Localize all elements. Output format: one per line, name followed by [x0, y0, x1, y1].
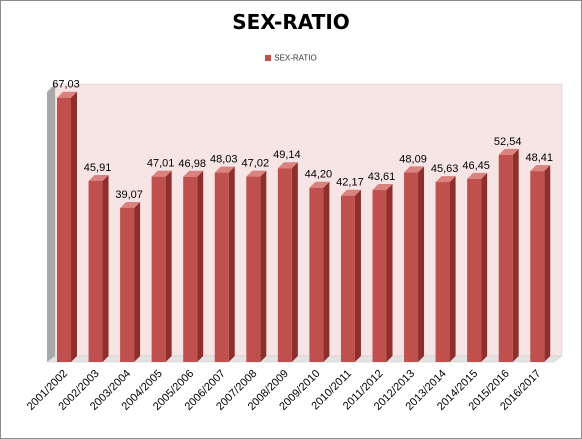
bar — [183, 176, 198, 362]
data-label: 45,91 — [84, 162, 112, 174]
legend: SEX-RATIO — [0, 53, 582, 62]
bar-side — [418, 166, 425, 362]
bar-top — [214, 166, 235, 173]
data-label: 52,54 — [494, 136, 522, 148]
bar-side — [291, 162, 298, 362]
bar-top — [530, 165, 551, 172]
data-label: 48,09 — [399, 153, 427, 165]
bar-top — [340, 189, 361, 196]
bar-top — [151, 170, 172, 177]
data-label: 48,03 — [210, 154, 238, 166]
bar — [467, 178, 482, 362]
bar — [277, 168, 292, 362]
legend-label: SEX-RATIO — [274, 53, 317, 63]
bar-top — [183, 170, 204, 177]
data-label: 45,63 — [431, 163, 459, 175]
bar — [214, 172, 229, 362]
bar — [120, 207, 135, 362]
bar — [340, 195, 355, 362]
chart-title: SEX-RATIO — [232, 10, 350, 34]
data-label: 47,01 — [147, 158, 175, 170]
bar-top — [246, 170, 267, 177]
bar — [88, 180, 103, 362]
bar-side — [544, 165, 551, 362]
bar-side — [481, 172, 488, 362]
bar-top — [277, 162, 298, 169]
bar-top — [467, 172, 488, 179]
bar — [246, 176, 261, 362]
bar-top — [435, 176, 456, 183]
data-label: 48,41 — [525, 152, 553, 164]
bar — [151, 176, 166, 362]
bar-side — [165, 170, 172, 362]
bar-side — [197, 170, 204, 362]
bar — [530, 171, 545, 362]
bar — [435, 182, 450, 362]
bar-top — [88, 174, 109, 181]
data-label: 46,45 — [462, 160, 490, 172]
data-label: 42,17 — [336, 177, 364, 189]
bar-top — [309, 181, 330, 188]
bar-side — [512, 148, 519, 362]
bar — [498, 154, 513, 362]
bar-side — [449, 176, 456, 362]
bar-top — [498, 148, 519, 155]
data-label: 39,07 — [115, 189, 143, 201]
data-label: 67,03 — [52, 79, 80, 91]
bar-top — [57, 91, 77, 98]
bar-side — [323, 181, 330, 362]
bar-side — [102, 174, 109, 362]
data-label: 43,61 — [368, 171, 396, 183]
bar-top — [372, 184, 393, 191]
legend-swatch — [265, 54, 272, 61]
data-label: 44,20 — [305, 169, 333, 181]
data-label: 46,98 — [178, 158, 206, 170]
bar-side — [386, 184, 393, 362]
bar-side — [134, 201, 141, 362]
bar — [404, 172, 419, 362]
bar-top — [120, 201, 141, 208]
bar-top — [404, 166, 425, 173]
bar — [57, 97, 71, 362]
bar-side — [228, 166, 235, 362]
bar-side — [354, 189, 361, 362]
data-label: 49,14 — [273, 149, 301, 161]
bar-side — [71, 91, 77, 362]
bar — [372, 190, 387, 362]
data-label: 47,02 — [242, 158, 270, 170]
side-wall — [47, 84, 55, 362]
bar — [309, 187, 324, 362]
bar-side — [260, 170, 267, 362]
